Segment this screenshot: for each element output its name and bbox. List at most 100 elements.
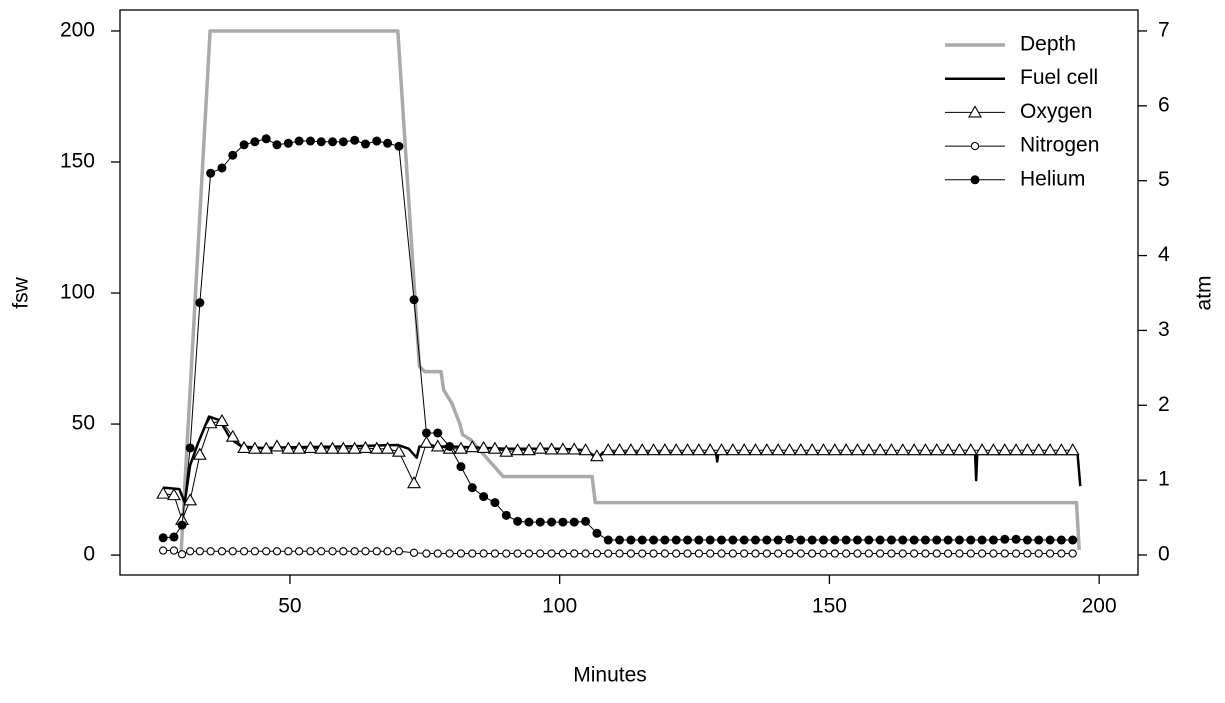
marker-triangle [635, 443, 650, 456]
marker-dot [1034, 535, 1044, 545]
marker-triangle [578, 443, 593, 456]
marker-triangle [725, 443, 740, 456]
marker-circle [328, 547, 337, 556]
marker-dot [283, 138, 293, 148]
marker-dot [513, 516, 523, 526]
marker-circle [195, 547, 204, 556]
marker-dot [592, 528, 602, 538]
marker-circle [490, 549, 500, 558]
marker-circle [626, 549, 636, 558]
marker-triangle [465, 440, 480, 453]
marker-circle [955, 549, 964, 558]
marker-dot [294, 136, 304, 146]
marker-dot [547, 517, 557, 527]
marker-circle [774, 549, 783, 558]
legend-label: Nitrogen [1020, 134, 1099, 157]
marker-triangle [499, 444, 514, 457]
marker-circle [570, 549, 579, 558]
marker-dot [1056, 535, 1066, 545]
marker-circle [513, 549, 522, 558]
marker-dot [970, 175, 980, 185]
marker-dot [1000, 534, 1010, 544]
marker-dot [796, 535, 806, 545]
marker-circle [728, 549, 738, 558]
marker-triangle [314, 441, 329, 454]
marker-triangle [237, 440, 252, 454]
marker-circle [1011, 549, 1021, 558]
marker-circle [294, 547, 304, 556]
marker-triangle [203, 416, 218, 429]
marker-circle [372, 547, 381, 556]
y2-tick-label: 5 [1158, 168, 1170, 191]
y-tick-label: 50 [72, 412, 95, 435]
marker-triangle [793, 443, 808, 456]
marker-circle [762, 549, 771, 558]
marker-triangle [183, 493, 198, 506]
marker-triangle [816, 443, 831, 456]
marker-triangle [850, 443, 865, 456]
marker-circle [317, 547, 326, 556]
marker-dot [250, 137, 260, 147]
marker-triangle [336, 441, 351, 454]
marker-triangle [986, 443, 1001, 456]
marker-circle [970, 141, 980, 151]
marker-dot [932, 535, 942, 545]
marker-circle [433, 549, 442, 558]
marker-dot [558, 517, 568, 527]
marker-circle [796, 549, 805, 558]
marker-circle [717, 549, 726, 558]
marker-circle [468, 549, 477, 558]
marker-triangle [884, 443, 899, 456]
marker-circle [898, 549, 907, 558]
marker-triangle [748, 443, 763, 456]
marker-triangle [589, 449, 604, 462]
marker-circle [830, 549, 839, 558]
marker-dot [372, 136, 382, 146]
marker-circle [250, 547, 260, 556]
marker-triangle [476, 440, 491, 454]
marker-triangle [623, 443, 638, 456]
marker-dot [841, 535, 851, 545]
marker-dot [228, 150, 238, 160]
plot-frame [119, 9, 1139, 576]
marker-dot [239, 140, 249, 150]
marker-triangle [918, 443, 933, 456]
marker-triangle [975, 443, 990, 456]
marker-triangle [646, 443, 661, 456]
marker-circle [751, 549, 760, 558]
marker-circle [239, 547, 249, 556]
marker-triangle [407, 476, 421, 489]
marker-triangle [325, 441, 340, 454]
x-tick-label: 50 [278, 595, 301, 618]
marker-circle [169, 546, 179, 555]
marker-circle [547, 549, 556, 558]
marker-circle [1034, 549, 1043, 558]
marker-circle [841, 549, 851, 558]
marker-circle [206, 547, 215, 556]
marker-dot [773, 535, 783, 545]
marker-triangle [419, 435, 434, 448]
marker-triangle [612, 443, 627, 456]
series-line [163, 550, 1073, 555]
marker-triangle [567, 442, 582, 455]
marker-dot [569, 517, 579, 527]
y2-axis-label: atm [1193, 275, 1216, 310]
marker-circle [185, 547, 195, 556]
marker-triangle [1020, 443, 1035, 456]
marker-dot [490, 498, 500, 508]
marker-circle [361, 547, 370, 556]
marker-dot [479, 492, 489, 502]
marker-triangle [156, 486, 171, 499]
marker-circle [339, 547, 348, 556]
marker-circle [989, 549, 998, 558]
marker-triangle [968, 105, 982, 118]
marker-circle [383, 547, 392, 556]
series-line [163, 415, 1082, 504]
marker-triangle [281, 441, 296, 454]
marker-circle [524, 549, 534, 558]
marker-triangle [657, 443, 672, 456]
series-line [163, 138, 1073, 541]
marker-dot [1022, 535, 1032, 545]
marker-dot [751, 535, 761, 545]
